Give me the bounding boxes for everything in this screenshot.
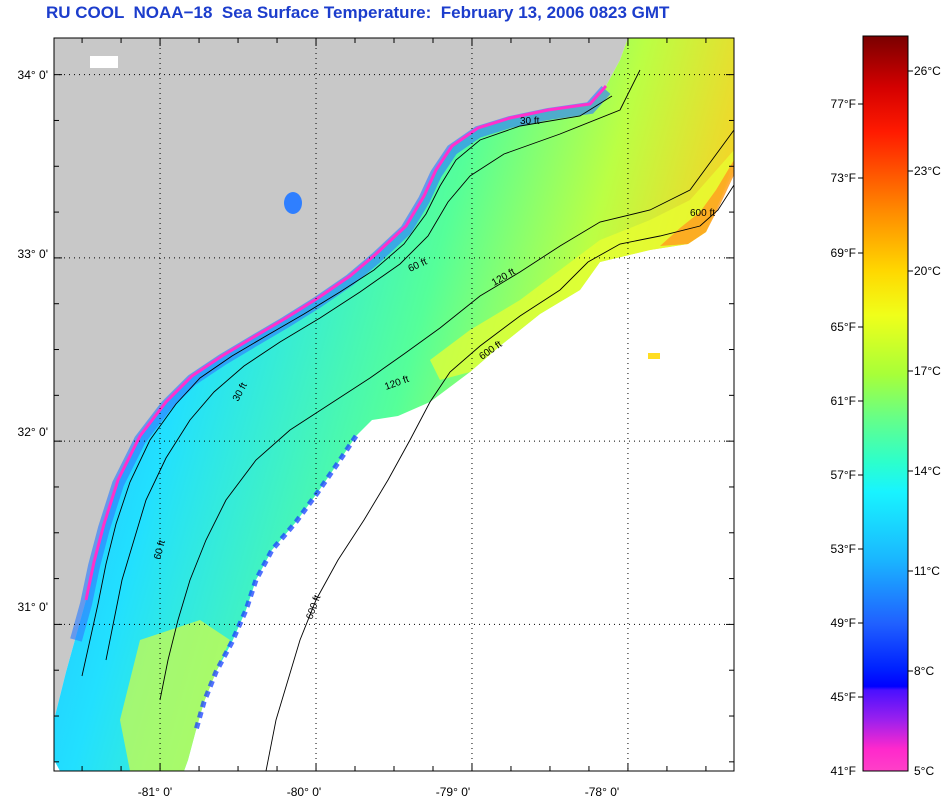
inland-lake [284,192,302,214]
graticule [54,38,734,771]
shoreline-magenta-fringe [84,85,608,601]
celsius-label: 23°C [914,164,941,178]
shelf-edge-blue-fringe [193,434,359,731]
land-mass [54,38,628,720]
celsius-label: 26°C [914,64,941,78]
fahrenheit-label: 65°F [831,320,856,334]
fahrenheit-label: 61°F [831,394,856,408]
isolated-warm-pixel [648,353,660,359]
latitude-label: 31° 0' [18,600,48,614]
latitude-label: 33° 0' [18,247,48,261]
isobath-label: 600 ft [690,208,715,219]
map-area: 30 ft 30 ft 60 ft 60 ft 120 ft 120 ft 60… [54,38,734,771]
fahrenheit-scale: 77°F 73°F 69°F 65°F 61°F 57°F 53°F 49°F … [831,97,856,778]
fahrenheit-label: 41°F [831,764,856,778]
celsius-label: 5°C [914,764,934,778]
colorbar-ticks [858,70,913,698]
celsius-label: 11°C [914,564,940,578]
celsius-label: 8°C [914,664,934,678]
sst-field [54,38,734,771]
isobath-label: 60 ft [152,539,168,561]
colorbar-gradient [862,35,909,772]
gulf-stream-hot-band [660,160,734,246]
longitude-label: -78° 0' [585,785,619,799]
celsius-scale: 26°C 23°C 20°C 17°C 14°C 11°C 8°C 5°C [914,64,941,778]
longitude-label: -80° 0' [287,785,321,799]
southern-warm-band [120,620,230,771]
isobath-120ft [159,129,734,701]
fahrenheit-label: 69°F [831,246,856,260]
isobath-60ft [105,69,641,661]
isobath-30ft [81,95,613,677]
fahrenheit-label: 53°F [831,542,856,556]
latitude-label: 32° 0' [18,425,48,439]
celsius-label: 14°C [914,464,941,478]
map-title: RU COOL NOAA−18 Sea Surface Temperature:… [46,3,670,22]
isobath-600ft [265,184,734,771]
axis-ticks [54,38,734,771]
gulf-stream-warm-band [430,150,734,380]
longitude-label: -79° 0' [436,785,470,799]
celsius-label: 17°C [914,364,941,378]
celsius-label: 20°C [914,264,941,278]
fahrenheit-label: 77°F [831,97,856,111]
fahrenheit-label: 49°F [831,616,856,630]
fahrenheit-label: 45°F [831,690,856,704]
latitude-label: 34° 0' [18,68,48,82]
fahrenheit-label: 57°F [831,468,856,482]
longitude-label: -81° 0' [138,785,172,799]
fahrenheit-label: 73°F [831,171,856,185]
isobath-label: 30 ft [520,116,540,127]
colorbar: 77°F 73°F 69°F 65°F 61°F 57°F 53°F 49°F … [831,35,941,778]
cloud-patch [90,56,118,68]
isobaths [81,69,734,771]
